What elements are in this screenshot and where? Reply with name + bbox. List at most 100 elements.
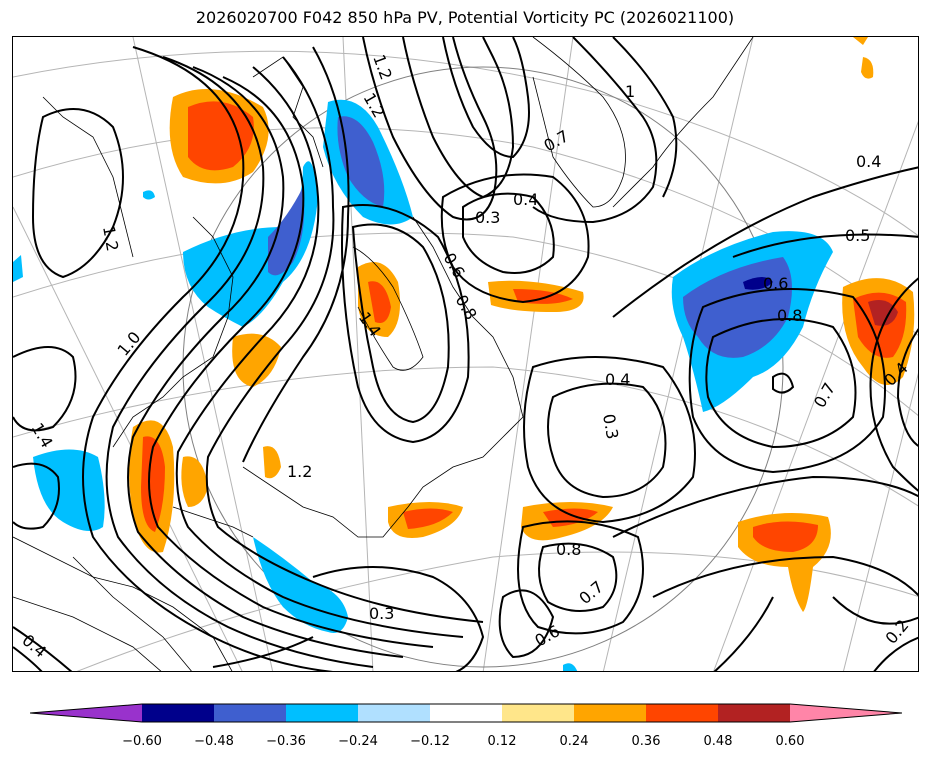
- graticule: [13, 37, 918, 671]
- contour-label: 1.2: [287, 462, 312, 481]
- colorbar-tick-label: −0.48: [194, 734, 234, 749]
- contour-label: 0.5: [845, 226, 870, 245]
- contour-line: [242, 46, 350, 463]
- colorbar-tick-label: −0.60: [122, 734, 162, 749]
- pv-positive-region: [753, 521, 818, 552]
- contour-line: [612, 475, 918, 538]
- contour-line: [440, 173, 590, 304]
- contour-label: 0.4: [605, 370, 630, 389]
- pv-negative-region: [337, 116, 385, 207]
- colorbar: [30, 703, 902, 723]
- contour-line: [31, 108, 124, 279]
- contour-line: [612, 166, 918, 318]
- colorbar-segment: [574, 704, 646, 722]
- pv-positive-region: [861, 57, 874, 79]
- contour-line: [175, 66, 464, 638]
- contour-line: [212, 636, 314, 668]
- contour-label: 0.7: [541, 126, 573, 155]
- pv-negative-region: [143, 190, 155, 200]
- contour-line: [205, 56, 484, 623]
- contour-line: [362, 37, 498, 221]
- contour-label: 0.3: [475, 208, 500, 227]
- colorbar-tick-labels: −0.60 −0.48 −0.36 −0.24 −0.12 0.12 0.24 …: [0, 734, 930, 754]
- contour-line: [105, 56, 374, 668]
- colorbar-segment: [286, 704, 358, 722]
- contour-label: 1: [625, 82, 635, 101]
- colorbar-tick-label: −0.12: [410, 734, 450, 749]
- contour-line: [341, 204, 470, 444]
- colorbar-tick-label: 0.24: [559, 734, 589, 749]
- colorbar-tick-label: −0.36: [266, 734, 306, 749]
- colorbar-segment: [214, 704, 286, 722]
- colorbar-over-triangle: [790, 704, 902, 722]
- contour-line: [498, 589, 555, 659]
- pv-positive-region: [181, 456, 208, 507]
- pv-negative-region: [743, 277, 773, 290]
- contour-line: [705, 318, 857, 449]
- pv-positive-region: [188, 101, 254, 171]
- colorbar-tick-label: 0.48: [703, 734, 733, 749]
- contour-label: 0.8: [777, 306, 802, 325]
- contour-line: [547, 382, 667, 499]
- pv-positive-region: [403, 508, 453, 529]
- pv-positive-region: [868, 299, 898, 326]
- colorbar-segment: [646, 704, 718, 722]
- pv-positive-region: [513, 289, 573, 304]
- contour-label: 1.0: [114, 328, 145, 360]
- pv-shading: [13, 37, 915, 671]
- contour-line: [772, 372, 795, 394]
- contour-line: [13, 646, 43, 671]
- contour-label: 0.4: [513, 190, 538, 209]
- colorbar-tick-label: 0.12: [487, 734, 517, 749]
- colorbar-segment: [358, 704, 430, 722]
- pv-positive-region: [368, 281, 391, 323]
- pv-negative-region: [563, 663, 578, 671]
- contour-line: [869, 277, 918, 492]
- contour-label: 1.2: [99, 224, 122, 252]
- contour-line: [13, 346, 77, 432]
- colorbar-tick-label: −0.24: [338, 734, 378, 749]
- contour-line: [312, 566, 485, 671]
- contour-line: [442, 37, 530, 159]
- contour-line: [732, 233, 918, 258]
- colorbar-segment: [430, 704, 502, 722]
- contour-label: 0.7: [810, 379, 839, 411]
- contour-line: [896, 328, 918, 447]
- colorbar-tick-label: 0.36: [631, 734, 661, 749]
- contour-line: [82, 46, 334, 671]
- contour-label: 0.6: [763, 274, 788, 293]
- contour-label: 0.4: [856, 152, 881, 171]
- pv-positive-region: [263, 446, 281, 479]
- contour-line: [462, 192, 555, 274]
- contour-line: [532, 37, 658, 224]
- contour-label: 0.6: [440, 250, 469, 282]
- contour-line: [873, 636, 918, 671]
- pv-contours: [13, 37, 918, 671]
- pv-map: 1.2 1.2 1 0.7 0.4 0.3 0.4 0.5 0.6 0.8 0.…: [13, 37, 918, 671]
- contour-line: [538, 542, 618, 612]
- colorbar-under-triangle: [30, 704, 142, 722]
- contour-line: [148, 76, 434, 648]
- pv-negative-region: [268, 187, 305, 276]
- contour-label: 0.8: [556, 540, 581, 559]
- contour-line: [517, 520, 644, 635]
- pv-negative-region: [253, 537, 348, 633]
- contour-label: 1.4: [28, 420, 57, 452]
- contour-line: [13, 626, 73, 671]
- pv-positive-region: [232, 333, 281, 387]
- contour-label: 0.3: [599, 412, 622, 440]
- pv-negative-region: [13, 255, 23, 282]
- pv-negative-region: [33, 449, 105, 531]
- colorbar-tick-label: 0.60: [775, 734, 805, 749]
- map-panel: 1.2 1.2 1 0.7 0.4 0.3 0.4 0.5 0.6 0.8 0.…: [12, 36, 919, 672]
- contour-label: 0.3: [369, 604, 394, 623]
- contour-line: [688, 288, 886, 474]
- colorbar-outline: [30, 703, 902, 723]
- contour-line: [713, 596, 774, 671]
- pv-positive-region: [141, 436, 165, 532]
- contour-line: [523, 356, 696, 524]
- contour-line: [652, 555, 918, 598]
- map-title: 2026020700 F042 850 hPa PV, Potential Vo…: [195, 8, 735, 27]
- contour-line: [13, 462, 60, 530]
- colorbar-segment: [718, 704, 790, 722]
